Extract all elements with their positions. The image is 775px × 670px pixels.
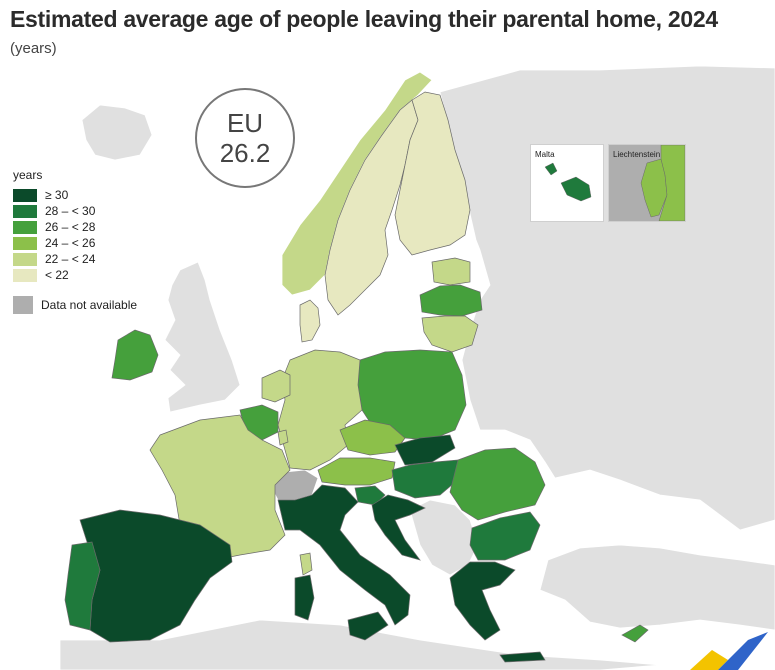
legend-label: 22 – < 24 xyxy=(45,252,96,266)
malta-shape xyxy=(544,162,558,176)
country-cyprus xyxy=(621,624,649,643)
austria-shape xyxy=(658,145,685,221)
western-balkans xyxy=(409,499,479,576)
legend-row-na: Data not available xyxy=(13,295,137,315)
legend-swatch xyxy=(13,268,37,282)
legend-swatch xyxy=(13,220,37,234)
country-austria xyxy=(317,457,396,486)
country-greece xyxy=(449,561,516,641)
legend: years ≥ 30 28 – < 30 26 – < 28 24 – < 26… xyxy=(13,168,137,315)
legend-row: ≥ 30 xyxy=(13,187,137,203)
legend-swatch xyxy=(13,188,37,202)
non-eu-countries xyxy=(59,65,775,670)
country-greece-crete xyxy=(499,651,546,663)
country-portugal xyxy=(64,541,101,631)
country-latvia xyxy=(419,284,483,317)
inset-liechtenstein-map xyxy=(609,145,685,221)
legend-label: 28 – < 30 xyxy=(45,204,96,218)
turkey xyxy=(539,544,775,631)
country-slovakia xyxy=(394,434,456,466)
legend-row: < 22 xyxy=(13,267,137,283)
great-britain xyxy=(164,261,241,413)
legend-label: ≥ 30 xyxy=(45,188,69,202)
legend-title: years xyxy=(13,168,43,182)
country-italy-sardinia xyxy=(294,574,315,621)
inset-malta-map xyxy=(544,162,592,202)
inset-liechtenstein: Liechtenstein xyxy=(608,144,686,222)
country-netherlands xyxy=(261,369,291,403)
country-italy xyxy=(277,484,411,626)
eu-countries xyxy=(64,91,649,663)
country-finland xyxy=(394,91,471,256)
legend-label: < 22 xyxy=(45,268,69,282)
country-lithuania xyxy=(421,315,479,353)
legend-row: 28 – < 30 xyxy=(13,203,137,219)
malta-shape xyxy=(560,176,592,202)
country-romania xyxy=(449,447,546,521)
legend-swatch xyxy=(13,252,37,266)
country-denmark xyxy=(299,299,321,343)
country-germany xyxy=(277,349,363,471)
eu-average-badge: EU 26.2 xyxy=(195,88,295,188)
legend-swatch-na xyxy=(13,296,33,314)
country-croatia xyxy=(371,494,426,561)
legend-row: 24 – < 26 xyxy=(13,235,137,251)
map-subtitle: (years) xyxy=(10,40,57,57)
eu-badge-value: 26.2 xyxy=(219,138,271,168)
eurostat-logo-mark xyxy=(690,632,768,670)
legend-row: 22 – < 24 xyxy=(13,251,137,267)
russia-ukraine-region xyxy=(439,65,775,531)
inset-malta: Malta xyxy=(530,144,604,222)
legend-label-na: Data not available xyxy=(41,298,138,312)
top-fade xyxy=(0,0,775,62)
legend-label: 24 – < 26 xyxy=(45,236,96,250)
country-luxembourg xyxy=(277,429,289,446)
inset-malta-label: Malta xyxy=(535,150,555,159)
legend-label: 26 – < 28 xyxy=(45,220,96,234)
country-sweden xyxy=(324,99,419,316)
country-italy-sicily xyxy=(347,611,389,641)
legend-swatch xyxy=(13,236,37,250)
eu-badge-label: EU xyxy=(226,108,264,138)
iceland xyxy=(81,104,153,161)
inset-liechtenstein-label: Liechtenstein xyxy=(613,150,661,159)
legend-swatch xyxy=(13,204,37,218)
map-title: Estimated average age of people leaving … xyxy=(10,6,718,32)
legend-row: 26 – < 28 xyxy=(13,219,137,235)
country-bulgaria xyxy=(469,511,541,561)
country-france-corsica xyxy=(299,552,313,576)
country-estonia xyxy=(431,257,471,286)
country-ireland xyxy=(111,329,159,381)
